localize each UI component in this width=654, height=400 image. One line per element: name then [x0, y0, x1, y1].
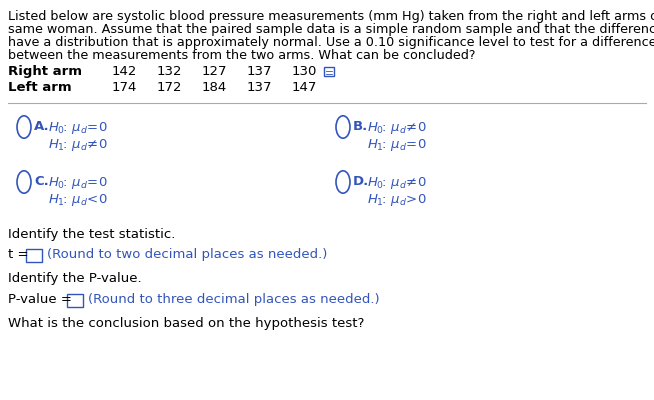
- FancyBboxPatch shape: [67, 294, 83, 307]
- Text: $H_1\!\!:\, \mu_d\!<\!0$: $H_1\!\!:\, \mu_d\!<\!0$: [48, 192, 108, 208]
- Text: 130: 130: [292, 65, 317, 78]
- Text: 137: 137: [247, 81, 273, 94]
- Text: $H_1\!\!:\, \mu_d\!>\!0$: $H_1\!\!:\, \mu_d\!>\!0$: [367, 192, 427, 208]
- Ellipse shape: [336, 171, 350, 193]
- Text: 142: 142: [112, 65, 137, 78]
- Text: Identify the test statistic.: Identify the test statistic.: [8, 228, 175, 241]
- Text: 174: 174: [112, 81, 137, 94]
- Text: C.: C.: [34, 175, 49, 188]
- Text: (Round to two decimal places as needed.): (Round to two decimal places as needed.): [47, 248, 328, 261]
- Text: Identify the P-value.: Identify the P-value.: [8, 272, 142, 285]
- Text: have a distribution that is approximately normal. Use a 0.10 significance level : have a distribution that is approximatel…: [8, 36, 654, 49]
- Text: Right arm: Right arm: [8, 65, 82, 78]
- Text: P-value =: P-value =: [8, 293, 76, 306]
- Text: $H_0\!\!:\, \mu_d\!=\!0$: $H_0\!\!:\, \mu_d\!=\!0$: [48, 175, 108, 191]
- Ellipse shape: [17, 171, 31, 193]
- Text: same woman. Assume that the paired sample data is a simple random sample and tha: same woman. Assume that the paired sampl…: [8, 23, 654, 36]
- Text: $H_1\!\!:\, \mu_d\!=\!0$: $H_1\!\!:\, \mu_d\!=\!0$: [367, 137, 427, 153]
- Text: t =: t =: [8, 248, 33, 261]
- Text: (Round to three decimal places as needed.): (Round to three decimal places as needed…: [88, 293, 379, 306]
- Text: Left arm: Left arm: [8, 81, 72, 94]
- FancyBboxPatch shape: [324, 67, 334, 76]
- Text: $H_0\!\!:\, \mu_d\!\neq\!0$: $H_0\!\!:\, \mu_d\!\neq\!0$: [367, 120, 427, 136]
- Text: $H_1\!\!:\, \mu_d\!\neq\!0$: $H_1\!\!:\, \mu_d\!\neq\!0$: [48, 137, 108, 153]
- Text: 184: 184: [202, 81, 227, 94]
- Text: $H_0\!\!:\, \mu_d\!\neq\!0$: $H_0\!\!:\, \mu_d\!\neq\!0$: [367, 175, 427, 191]
- Text: 147: 147: [292, 81, 317, 94]
- Text: A.: A.: [34, 120, 50, 133]
- Text: between the measurements from the two arms. What can be concluded?: between the measurements from the two ar…: [8, 49, 475, 62]
- FancyBboxPatch shape: [26, 249, 42, 262]
- Ellipse shape: [336, 116, 350, 138]
- Text: B.: B.: [353, 120, 368, 133]
- Text: $H_0\!\!:\, \mu_d\!=\!0$: $H_0\!\!:\, \mu_d\!=\!0$: [48, 120, 108, 136]
- Text: What is the conclusion based on the hypothesis test?: What is the conclusion based on the hypo…: [8, 317, 364, 330]
- Text: 132: 132: [157, 65, 182, 78]
- Text: D.: D.: [353, 175, 370, 188]
- Text: 172: 172: [157, 81, 182, 94]
- Text: 137: 137: [247, 65, 273, 78]
- Text: 127: 127: [202, 65, 228, 78]
- Ellipse shape: [17, 116, 31, 138]
- Text: Listed below are systolic blood pressure measurements (mm Hg) taken from the rig: Listed below are systolic blood pressure…: [8, 10, 654, 23]
